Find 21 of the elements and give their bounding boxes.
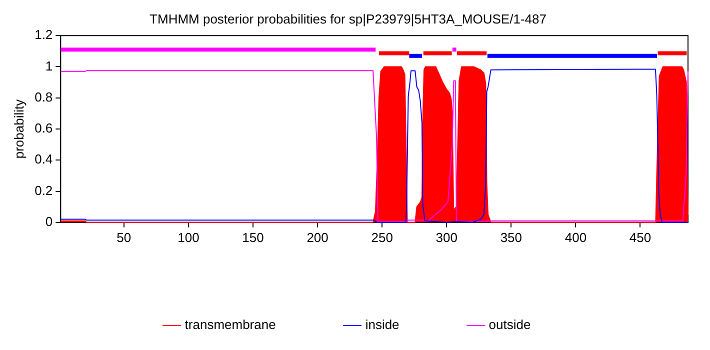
- x-tick-label: 100: [178, 230, 200, 245]
- x-tick-label: 450: [629, 230, 652, 245]
- x-tick-label: 300: [436, 230, 458, 245]
- y-tick-label: 0.8: [34, 89, 53, 104]
- y-tick-label: 0.2: [34, 182, 53, 198]
- x-tick-label: 350: [500, 230, 522, 245]
- y-tick-label: 1.2: [34, 27, 53, 42]
- chart-title: TMHMM posterior probabilities for sp|P23979|5HT3A_MOUSE/1-487: [150, 11, 546, 26]
- y-tick-label: 0.6: [34, 120, 53, 136]
- legend-label: transmembrane: [184, 317, 276, 332]
- legend-label: outside: [488, 317, 531, 332]
- x-tick-label: 150: [242, 230, 264, 245]
- x-tick-label: 400: [564, 230, 587, 245]
- y-axis-title: probability: [11, 98, 26, 159]
- x-tick-label: 200: [306, 230, 328, 245]
- y-tick-label: 0.4: [34, 152, 53, 167]
- y-tick-label: 0: [45, 214, 53, 229]
- y-tick-label: 1: [45, 58, 53, 74]
- x-tick-label: 50: [116, 230, 132, 245]
- legend-label: inside: [365, 317, 400, 332]
- x-tick-label: 250: [371, 230, 393, 245]
